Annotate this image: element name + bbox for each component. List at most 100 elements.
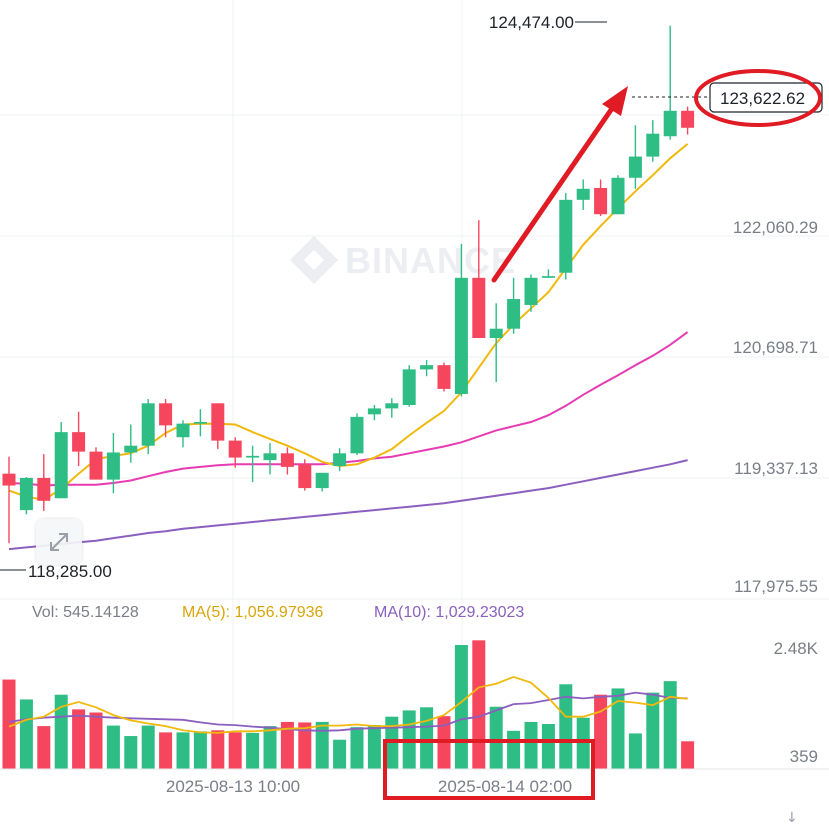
volume-bar — [89, 712, 103, 769]
price-tick-label: 117,975.55 — [734, 577, 818, 596]
volume-bar — [333, 739, 347, 769]
ma-mid-line — [8, 331, 689, 487]
volume-bar — [228, 732, 242, 769]
candle-body — [333, 453, 347, 467]
volume-bar — [315, 721, 329, 769]
candle-body — [72, 432, 86, 452]
price-tick-label: 122,060.29 — [733, 218, 818, 237]
expand-arrows-icon — [50, 533, 68, 551]
current-price-tag — [709, 82, 823, 113]
volume-bar — [367, 725, 381, 769]
volume-bar — [646, 692, 660, 769]
candle-body — [124, 445, 138, 453]
candle-body — [54, 432, 68, 499]
volume-bar — [559, 684, 573, 769]
volume-bar — [420, 707, 434, 769]
candle-body — [367, 408, 381, 415]
candle-body — [263, 453, 277, 461]
volume-legend: Vol: 545.14128 — [32, 604, 139, 621]
volume-bar — [681, 741, 695, 769]
candle-body — [402, 369, 416, 405]
candle-body — [559, 199, 573, 273]
low-price-label: 118,285.00 — [28, 562, 112, 581]
expand-chart-button[interactable] — [36, 519, 82, 565]
volume-bar — [524, 721, 538, 769]
candle-body — [524, 277, 538, 305]
volume-tick-label: 2.48K — [774, 639, 819, 658]
candle-body — [507, 299, 521, 329]
candle-body — [576, 188, 590, 200]
candle-body — [176, 423, 190, 438]
candle-body — [193, 421, 207, 424]
volume-bar — [106, 725, 120, 769]
candle-body — [19, 477, 33, 511]
volume-bar — [472, 640, 486, 769]
time-tick-label: 2025-08-13 10:00 — [166, 777, 300, 796]
volume-bar — [663, 681, 677, 769]
volume-bar — [350, 727, 364, 769]
volume-bar — [193, 731, 207, 769]
candle-body — [489, 328, 503, 339]
candle-body — [246, 455, 260, 458]
trend-arrow-head-icon — [602, 86, 628, 116]
volume-bar — [576, 717, 590, 769]
candle-body — [350, 416, 364, 454]
candle-body — [628, 156, 642, 178]
current-price-label: 123,622.62 — [720, 89, 805, 108]
volume-bar — [124, 736, 138, 769]
price-highlight-circle — [694, 69, 822, 127]
volume-bar — [611, 688, 625, 769]
volume-bar — [594, 694, 608, 769]
candle-body — [663, 110, 677, 137]
volume-bar — [19, 699, 33, 769]
ma5-legend: MA(5): 1,056.97936 — [182, 604, 324, 621]
volume-tick-label: 359 — [790, 747, 818, 766]
candle-body — [228, 440, 242, 458]
high-price-label: 124,474.00 — [489, 13, 574, 32]
candle-body — [298, 464, 312, 489]
ma10-legend: MA(10): 1,029.23023 — [374, 604, 524, 621]
candle-body — [646, 133, 660, 157]
trend-arrow-icon — [491, 104, 616, 283]
volume-ma-lines — [8, 675, 688, 734]
time-tick-label: 2025-08-14 02:00 — [438, 777, 572, 796]
price-tick-label: 119,337.13 — [734, 459, 818, 478]
volume-bar — [37, 726, 51, 769]
candle-body — [89, 451, 103, 480]
candle-body — [106, 452, 120, 480]
volume-bar — [141, 725, 155, 769]
volume-bar — [72, 709, 86, 769]
volume-bar — [159, 732, 173, 769]
binance-logo-icon — [290, 236, 338, 284]
volume-bar — [2, 679, 16, 769]
volume-bar — [628, 733, 642, 769]
candle-body — [385, 403, 399, 409]
volume-bar — [211, 730, 225, 769]
candle-body — [141, 403, 155, 446]
candle-body — [159, 403, 173, 426]
volume-bar — [454, 645, 468, 769]
candle-body — [594, 187, 608, 215]
volume-bar — [541, 724, 555, 769]
binance-logo-center — [304, 250, 324, 270]
candle-body — [472, 277, 486, 339]
candle-body — [437, 365, 451, 389]
volume-bar — [176, 732, 190, 769]
candle-body — [315, 472, 329, 489]
volume-bar — [54, 694, 68, 769]
volume-bar — [280, 721, 294, 769]
volume-bar — [298, 722, 312, 769]
ma-fast-line — [8, 143, 689, 502]
candle-body — [420, 365, 434, 370]
candle-body — [2, 473, 16, 486]
candle-body — [541, 276, 555, 278]
volume-bar — [489, 706, 503, 769]
ma-slow-line — [8, 459, 688, 551]
volume-bar — [246, 732, 260, 769]
candle-body — [37, 477, 51, 501]
binance-watermark: BINANCE — [345, 240, 516, 281]
volume-bar — [263, 726, 277, 769]
scroll-down-icon[interactable]: ↓ — [786, 810, 798, 825]
candle-body — [611, 177, 625, 215]
